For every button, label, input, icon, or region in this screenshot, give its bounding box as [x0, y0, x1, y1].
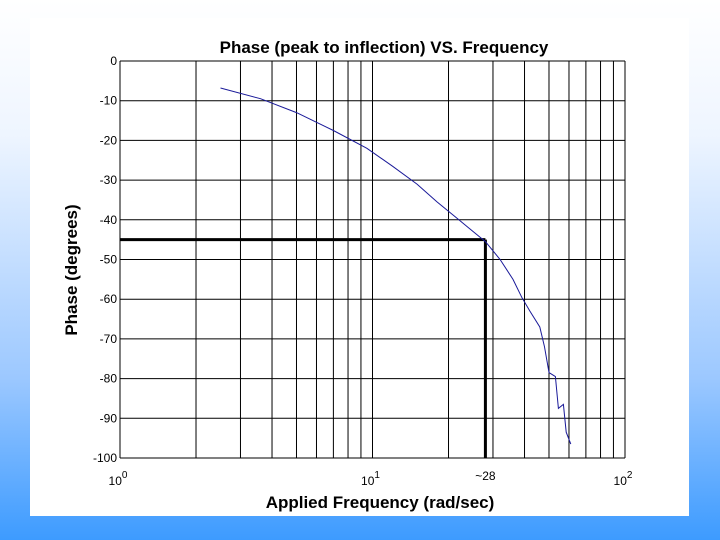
x-tick-base: 10 [109, 474, 123, 488]
series-lines [220, 87, 572, 445]
x-tick-label: 102 [614, 470, 633, 488]
x-annotation-label: ~28 [475, 469, 496, 483]
y-tick-label: -40 [100, 213, 118, 227]
y-axis-label: Phase (degrees) [62, 204, 81, 335]
x-tick-base: 10 [361, 474, 375, 488]
y-tick-label: 0 [110, 54, 117, 68]
chart-title: Phase (peak to inflection) VS. Frequency [220, 38, 549, 57]
x-tick-label: 100 [109, 470, 128, 488]
y-tick-label: -70 [100, 332, 118, 346]
x-tick-label: 101 [361, 470, 380, 488]
y-tick-label: -80 [100, 372, 118, 386]
y-tick-label: -30 [100, 173, 118, 187]
y-tick-label: -100 [93, 451, 117, 465]
x-tick-exponent: 1 [374, 470, 380, 481]
chart-panel: 0 -10 -20 -30 -40 -50 -60 -70 -80 -90 -100 100 101 10… [30, 18, 689, 516]
y-tick-label: -20 [100, 133, 118, 147]
y-tick-label: -10 [100, 94, 118, 108]
y-tick-label: -50 [100, 253, 118, 267]
x-tick-exponent: 2 [627, 470, 633, 481]
y-tick-label: -60 [100, 292, 118, 306]
y-tick-label: -90 [100, 411, 118, 425]
phase-curve [220, 87, 572, 445]
x-axis-label: Applied Frequency (rad/sec) [266, 493, 495, 512]
grid [119, 60, 626, 459]
x-tick-base: 10 [614, 474, 628, 488]
x-tick-exponent: 0 [122, 470, 128, 481]
reference-lines [120, 238, 487, 458]
